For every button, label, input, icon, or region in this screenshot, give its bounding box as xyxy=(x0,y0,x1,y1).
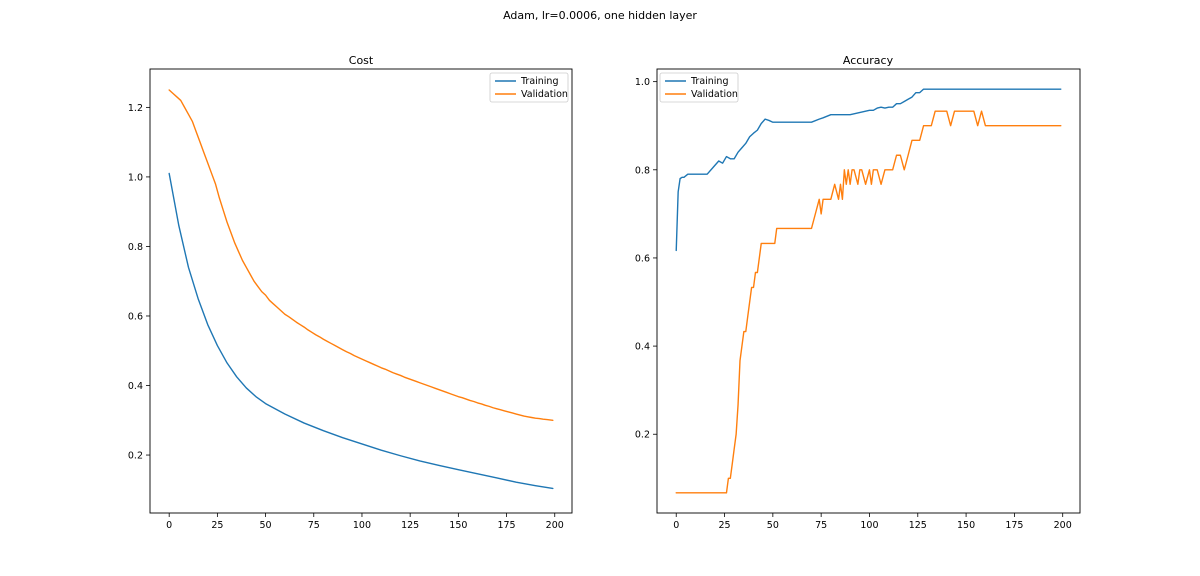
cost-legend: Training Validation xyxy=(489,72,569,103)
accuracy-ytick-label: 0.4 xyxy=(635,342,650,353)
cost-training-line xyxy=(168,172,554,490)
cost-xtick-label: 25 xyxy=(211,520,223,531)
cost-axes-frame xyxy=(149,68,573,514)
accuracy-validation-line xyxy=(675,110,1062,494)
accuracy-xtick-label: 50 xyxy=(767,520,779,531)
cost-ytick-label: 0.4 xyxy=(128,381,143,392)
cost-ytick-label: 0.2 xyxy=(128,451,143,462)
cost-xtick-label: 200 xyxy=(546,520,564,531)
accuracy-ytick-label: 0.2 xyxy=(635,430,650,441)
accuracy-chart-title: Accuracy xyxy=(843,54,894,67)
cost-ticks: 0 25 50 75 100 125 150 175 200 0.2 0.4 0.6 0.8 1.0 1.2 xyxy=(128,103,564,531)
accuracy-xtick-label: 200 xyxy=(1054,520,1072,531)
cost-xtick-label: 75 xyxy=(308,520,320,531)
accuracy-xtick-label: 100 xyxy=(860,520,878,531)
accuracy-xtick-label: 0 xyxy=(673,520,679,531)
accuracy-ticks: 0 25 50 75 100 125 150 175 200 0.2 0.4 0.6 0.8 1.0 xyxy=(635,77,1072,531)
cost-ytick-label: 1.2 xyxy=(128,103,143,114)
cost-xtick-label: 0 xyxy=(166,520,172,531)
accuracy-legend: Training Validation xyxy=(659,72,739,103)
cost-chart-title: Cost xyxy=(349,54,374,67)
figure-suptitle: Adam, lr=0.0006, one hidden layer xyxy=(503,9,697,22)
accuracy-ytick-label: 1.0 xyxy=(635,77,650,88)
accuracy-xtick-label: 75 xyxy=(815,520,827,531)
cost-legend-label-validation: Validation xyxy=(521,89,568,100)
accuracy-xtick-label: 150 xyxy=(957,520,975,531)
accuracy-ytick-label: 0.6 xyxy=(635,253,650,264)
accuracy-legend-label-training: Training xyxy=(690,76,729,87)
accuracy-chart: Accuracy 0 25 50 75 100 125 150 175 200 0.2 0.4 0.6… xyxy=(635,54,1081,531)
cost-chart: Cost 0 25 50 75 100 125 150 175 200 0.2 0.4 0.6 0.8 1… xyxy=(128,54,573,531)
cost-xtick-label: 150 xyxy=(449,520,467,531)
cost-ytick-label: 0.8 xyxy=(128,242,143,253)
accuracy-ytick-label: 0.8 xyxy=(635,165,650,176)
accuracy-xtick-label: 175 xyxy=(1005,520,1023,531)
accuracy-xtick-label: 125 xyxy=(909,520,927,531)
cost-validation-line xyxy=(168,89,554,421)
accuracy-series-lines xyxy=(675,88,1062,494)
cost-legend-label-training: Training xyxy=(520,76,559,87)
accuracy-axes-frame xyxy=(656,68,1081,514)
accuracy-legend-label-validation: Validation xyxy=(691,89,738,100)
accuracy-training-line xyxy=(675,88,1062,252)
cost-ytick-label: 1.0 xyxy=(128,172,143,183)
cost-ytick-label: 0.6 xyxy=(128,311,143,322)
accuracy-xtick-label: 25 xyxy=(718,520,730,531)
cost-xtick-label: 50 xyxy=(260,520,272,531)
cost-series-lines xyxy=(168,89,554,490)
cost-xtick-label: 125 xyxy=(401,520,419,531)
cost-xtick-label: 100 xyxy=(353,520,371,531)
cost-xtick-label: 175 xyxy=(497,520,515,531)
